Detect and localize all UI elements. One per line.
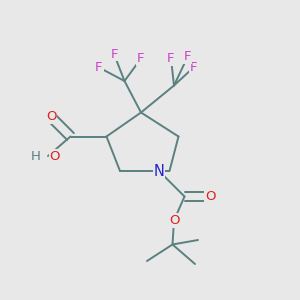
Text: F: F: [190, 61, 197, 74]
Text: F: F: [184, 50, 191, 64]
Text: O: O: [50, 149, 60, 163]
Text: F: F: [137, 52, 145, 65]
Text: O: O: [169, 214, 179, 227]
Text: F: F: [95, 61, 103, 74]
Text: F: F: [167, 52, 175, 65]
Text: O: O: [205, 190, 215, 203]
Text: O: O: [46, 110, 56, 124]
Text: H: H: [31, 149, 40, 163]
Text: F: F: [110, 47, 118, 61]
Text: N: N: [154, 164, 164, 178]
